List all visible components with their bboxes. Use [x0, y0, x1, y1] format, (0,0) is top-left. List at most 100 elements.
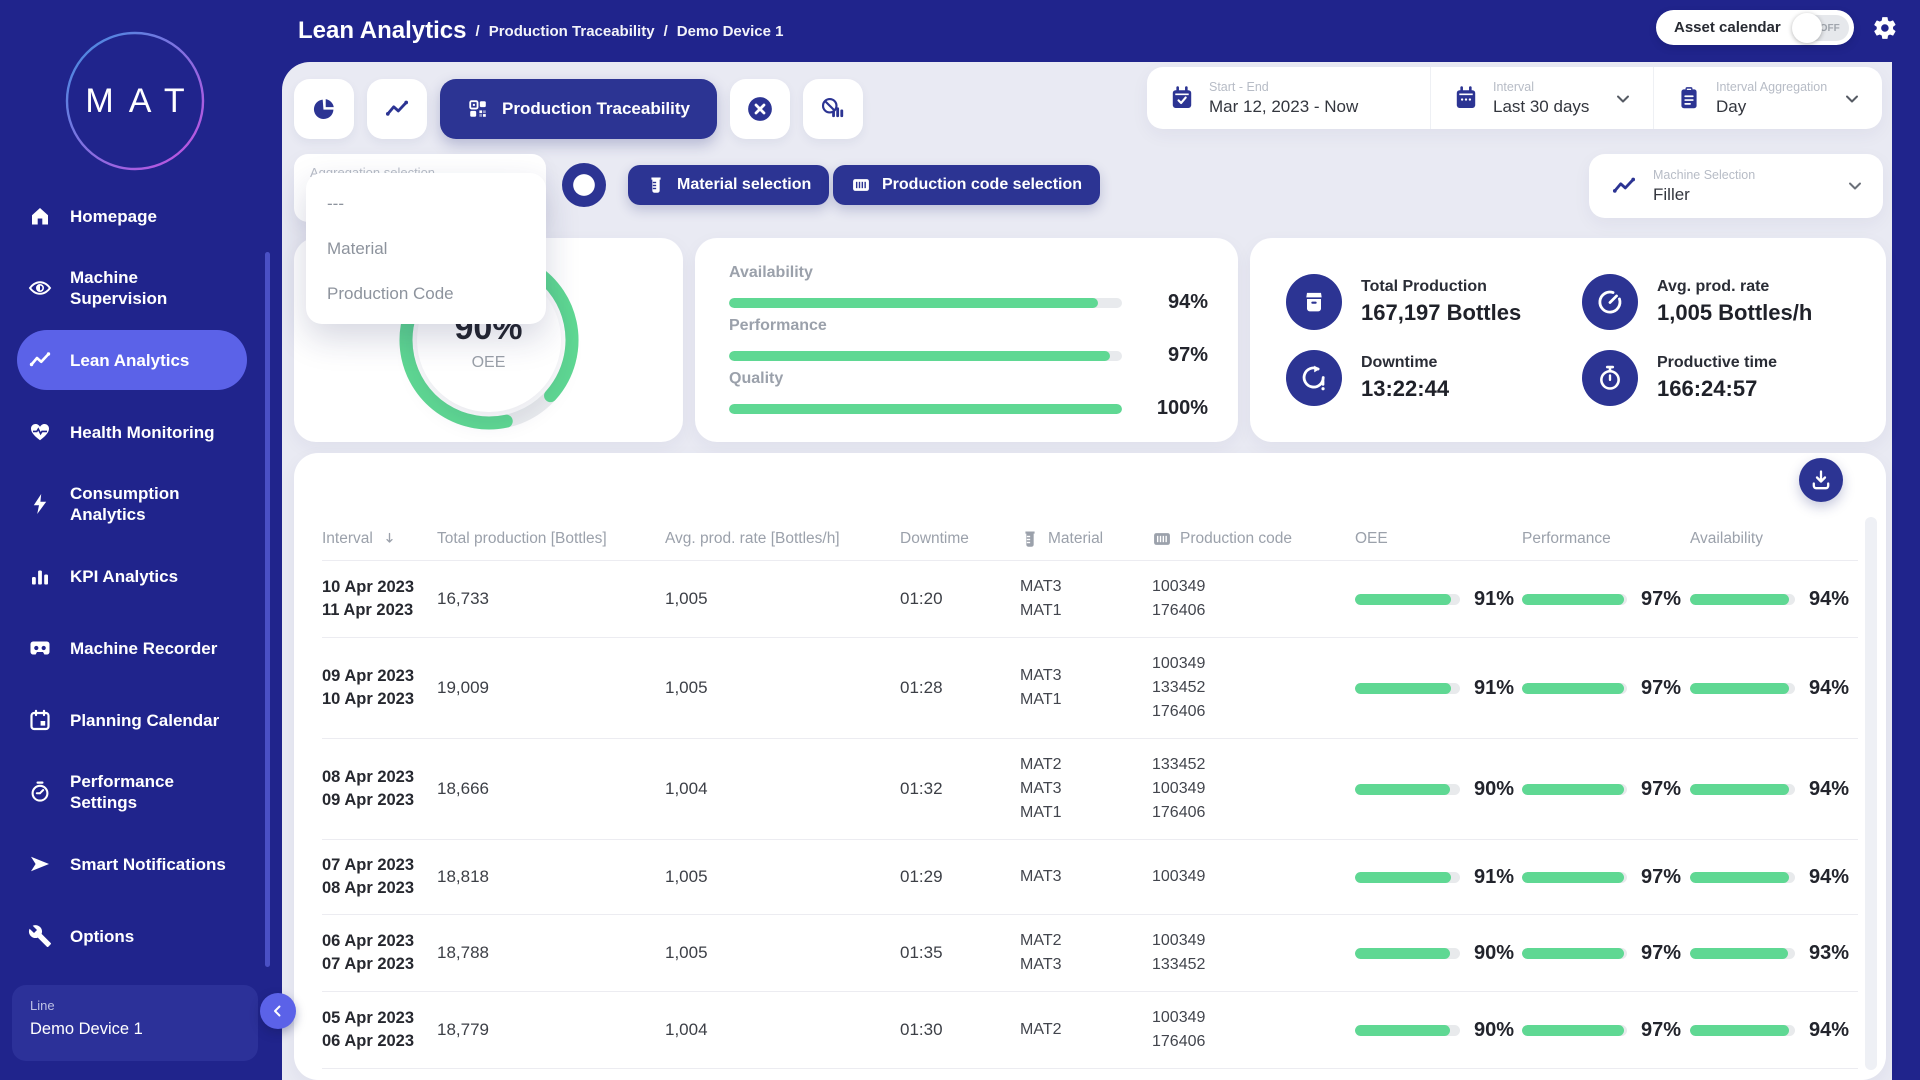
avg-rate-cell: 1,005 [665, 678, 900, 698]
production-code-cell: 100349133452 [1152, 929, 1355, 977]
material-cell: MAT2MAT3MAT1 [1020, 753, 1152, 825]
production-code-selection-button[interactable]: Production code selection [833, 165, 1100, 205]
sidebar: MAT Homepage Machine Supervision Lean Anal… [0, 0, 282, 1080]
performance-value: 97% [1641, 942, 1681, 965]
performance-cell: 97% [1522, 778, 1690, 801]
sidebar-item-homepage[interactable]: Homepage [0, 180, 282, 252]
progress-fill [1522, 872, 1624, 883]
pie-chart-icon [311, 96, 337, 122]
asset-calendar-toggle[interactable]: Asset calendar OFF [1656, 10, 1854, 45]
total-production-cell: 18,779 [437, 1020, 665, 1040]
material-selection-button[interactable]: Material selection [628, 165, 829, 205]
table-row: 06 Apr 202307 Apr 202318,7881,00501:35MA… [322, 915, 1858, 992]
stat-label: Productive time [1657, 354, 1777, 372]
progress-fill [1355, 948, 1450, 959]
progress-fill [1522, 784, 1624, 795]
avg-rate-cell: 1,004 [665, 1020, 900, 1040]
material-icon [646, 175, 666, 195]
progress-track [1355, 872, 1460, 883]
kpi-bar-quality: Quality100% [729, 370, 1208, 420]
production-code-cell: 100349133452176406 [1152, 652, 1355, 724]
progress-fill [1355, 784, 1450, 795]
total-production-cell: 19,009 [437, 678, 665, 698]
interval-aggregation-picker[interactable]: Interval Aggregation Day [1653, 67, 1882, 129]
toggle-switch[interactable]: OFF [1793, 15, 1849, 41]
trend-view-button[interactable] [367, 79, 427, 139]
availability-cell: 94% [1690, 778, 1858, 801]
sidebar-scrollbar[interactable] [265, 252, 270, 967]
sidebar-item-machine-supervision[interactable]: Machine Supervision [0, 252, 282, 324]
performance-cell: 97% [1522, 677, 1690, 700]
avg-rate-cell: 1,005 [665, 589, 900, 609]
aggregation-value: Day [1716, 97, 1827, 117]
sidebar-item-smart-notifications[interactable]: Smart Notifications [0, 828, 282, 900]
breadcrumb-item: Production Traceability [489, 23, 655, 40]
kpi-bar-label: Quality [729, 370, 1208, 388]
progress-track [1690, 594, 1795, 605]
column-header-label: Interval [322, 530, 373, 548]
interval-picker[interactable]: Interval Last 30 days [1430, 67, 1653, 129]
wrench-icon [28, 924, 52, 948]
info-icon [571, 172, 597, 198]
dropdown-option[interactable]: --- [306, 181, 546, 226]
sidebar-item-performance-settings[interactable]: Performance Settings [0, 756, 282, 828]
table-scrollbar[interactable] [1865, 517, 1877, 1070]
downtime-cell: 01:28 [900, 678, 1020, 698]
pie-chart-view-button[interactable] [294, 79, 354, 139]
start-end-picker[interactable]: Start - End Mar 12, 2023 - Now [1147, 67, 1430, 129]
availability-value: 94% [1809, 1019, 1849, 1042]
chevron-down-icon [1845, 176, 1865, 196]
downtime-cell: 01:32 [900, 779, 1020, 799]
device-selector[interactable]: Line Demo Device 1 [12, 985, 258, 1061]
machine-selection-field[interactable]: Machine Selection Filler [1589, 154, 1883, 218]
download-button[interactable] [1799, 458, 1843, 502]
progress-fill [1690, 683, 1789, 694]
sidebar-item-planning-calendar[interactable]: Planning Calendar [0, 684, 282, 756]
oee-value: 91% [1474, 866, 1514, 889]
cancel-view-button[interactable] [730, 79, 790, 139]
stat-label: Avg. prod. rate [1657, 278, 1812, 296]
downtime-cell: 01:29 [900, 867, 1020, 887]
progress-fill [1690, 594, 1789, 605]
sidebar-item-options[interactable]: Options [0, 900, 282, 972]
progress-track [729, 351, 1122, 361]
oee-value: 90% [1474, 942, 1514, 965]
sidebar-item-machine-recorder[interactable]: Machine Recorder [0, 612, 282, 684]
no-report-button[interactable] [803, 79, 863, 139]
sidebar-item-label: Options [70, 926, 134, 947]
sidebar-collapse-button[interactable] [260, 993, 296, 1029]
sidebar-item-kpi-analytics[interactable]: KPI Analytics [0, 540, 282, 612]
material-cell: MAT3 [1020, 865, 1152, 889]
progress-fill [1355, 872, 1451, 883]
column-header-interval[interactable]: Interval [322, 530, 437, 548]
sidebar-item-label: Machine Supervision [70, 267, 240, 309]
progress-track [729, 298, 1122, 308]
brand-logo-text: MAT [65, 31, 205, 171]
gear-icon[interactable] [1872, 15, 1898, 41]
interval-cell: 09 Apr 202310 Apr 2023 [322, 665, 437, 711]
stopwatch-icon [1596, 364, 1624, 392]
progress-track [1522, 683, 1627, 694]
sidebar-item-lean-analytics[interactable]: Lean Analytics [17, 330, 247, 390]
kpi-bar-label: Availability [729, 264, 1208, 282]
page-title: Lean Analytics [298, 17, 467, 45]
production-code-cell: 100349176406 [1152, 1006, 1355, 1054]
production-traceability-button[interactable]: Production Traceability [440, 79, 717, 139]
avg-rate-cell: 1,005 [665, 943, 900, 963]
availability-value: 94% [1809, 866, 1849, 889]
interval-value: Last 30 days [1493, 97, 1589, 117]
info-button[interactable] [562, 163, 606, 207]
production-traceability-label: Production Traceability [502, 99, 690, 119]
material-cell: MAT3MAT1 [1020, 575, 1152, 623]
sidebar-item-label: Consumption Analytics [70, 483, 240, 525]
box-icon [1300, 288, 1328, 316]
column-header-avg-prod-rate-bottles-h-: Avg. prod. rate [Bottles/h] [665, 530, 900, 548]
sidebar-item-consumption-analytics[interactable]: Consumption Analytics [0, 468, 282, 540]
dropdown-option[interactable]: Material [306, 226, 546, 271]
dropdown-option[interactable]: Production Code [306, 271, 546, 316]
progress-track [1522, 1025, 1627, 1036]
production-stats-card: Total Production167,197 BottlesAvg. prod… [1250, 238, 1886, 442]
progress-track [1355, 594, 1460, 605]
sidebar-item-health-monitoring[interactable]: Health Monitoring [0, 396, 282, 468]
progress-fill [1690, 872, 1789, 883]
